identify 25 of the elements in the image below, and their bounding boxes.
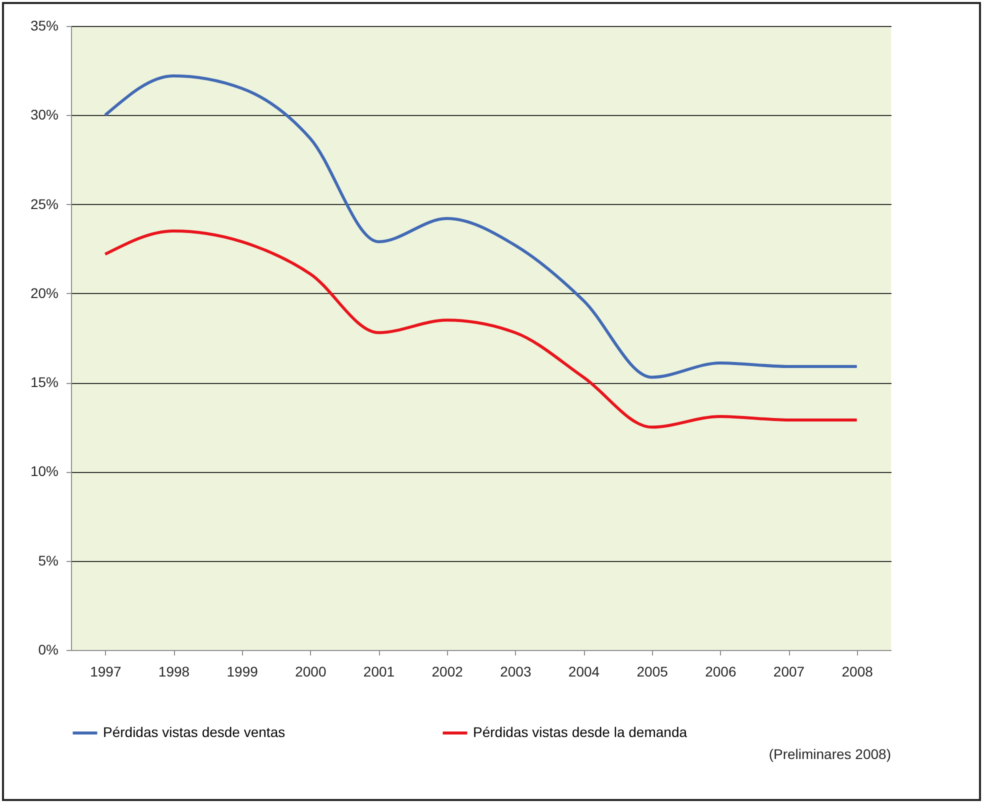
y-tick-label: 25%: [30, 196, 58, 212]
y-tick-label: 35%: [30, 18, 58, 34]
x-tick-label: 1997: [90, 664, 122, 680]
y-tick-label: 10%: [30, 463, 58, 480]
legend-label: Pérdidas vistas desde la demanda: [473, 724, 688, 740]
y-tick-label: 15%: [30, 374, 58, 390]
line-series: [104, 74, 858, 379]
legend-label: Pérdidas vistas desde ventas: [103, 724, 286, 740]
x-tick-label: 2003: [500, 664, 532, 680]
x-tick-label: 2004: [568, 664, 600, 680]
x-tick-label: 1998: [158, 664, 190, 680]
x-tick-label: 2007: [773, 664, 805, 680]
y-tick-label: 20%: [30, 284, 58, 301]
x-tick-label: 2006: [705, 664, 736, 680]
x-tick-label: 2002: [432, 664, 464, 680]
x-tick-label: 1999: [226, 664, 258, 680]
text: (Preliminares 2008): [768, 746, 891, 762]
x-tick-label: 2005: [636, 664, 668, 680]
y-tick-label: 30%: [30, 106, 58, 123]
y-tick-label: 5%: [38, 552, 58, 568]
line-series: [104, 230, 858, 429]
x-tick-label: 2001: [363, 664, 395, 680]
x-tick-label: 2000: [295, 664, 326, 680]
y-tick-label: 0%: [38, 642, 58, 658]
x-tick-label: 2008: [842, 664, 874, 680]
